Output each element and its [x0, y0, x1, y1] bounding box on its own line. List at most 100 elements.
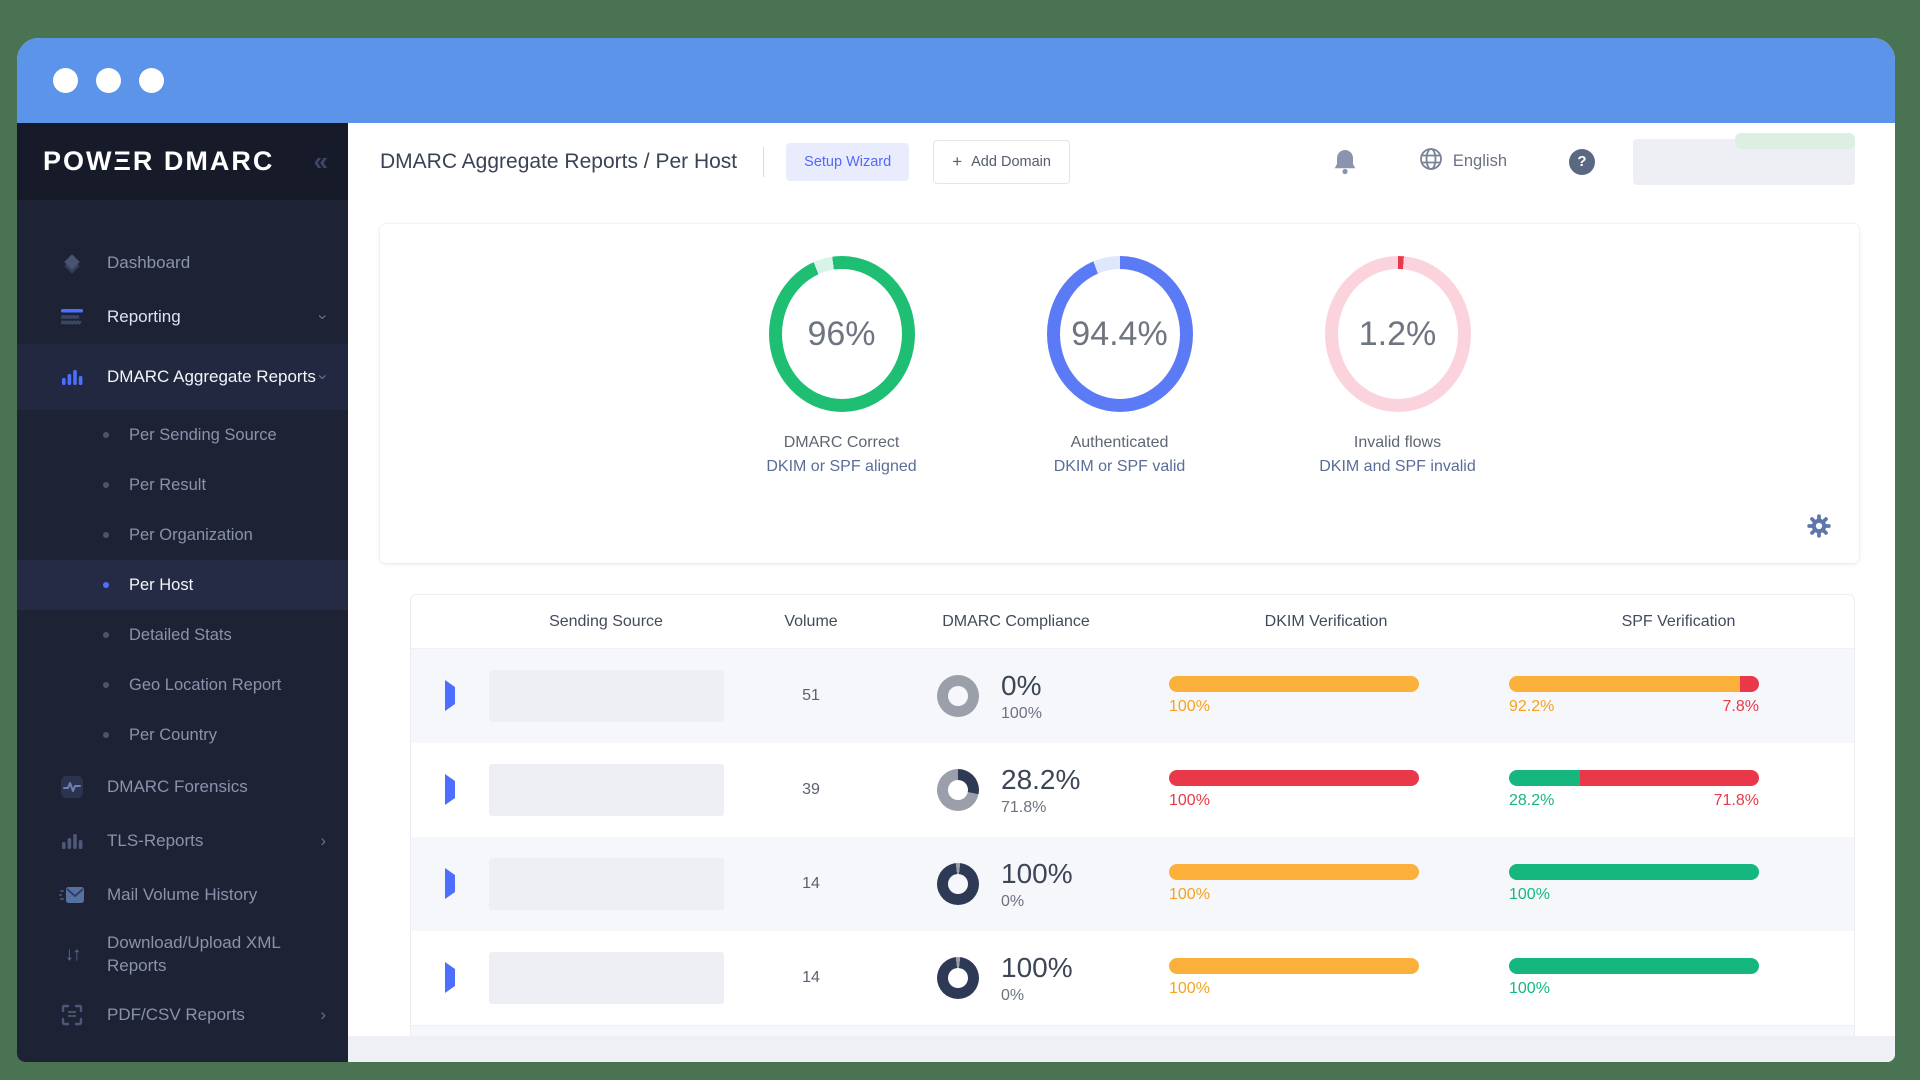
compliance-main-value: 0% — [1001, 669, 1042, 701]
sidebar-item-label: Mail Volume History — [107, 885, 258, 904]
volume-value: 39 — [802, 781, 820, 798]
summary-card: 96% DMARC Correct DKIM or SPF aligned 94… — [380, 224, 1859, 563]
sending-source-cell — [471, 952, 741, 1004]
notifications-bell-icon[interactable] — [1333, 149, 1357, 175]
dashboard-icon — [59, 252, 85, 274]
expand-cell — [411, 680, 471, 711]
dmarc-compliance-cell: 28.2% 71.8% — [881, 764, 1151, 817]
sidebar-item-per-country[interactable]: Per Country — [17, 710, 348, 760]
column-header: Sending Source — [549, 612, 663, 630]
sidebar: POWΞR DMARC « Dashboard Reporting › — [17, 123, 348, 1062]
divider — [763, 146, 765, 177]
forensics-pulse-icon — [59, 775, 85, 799]
sidebar-item-detailed-stats[interactable]: Detailed Stats — [17, 610, 348, 660]
sidebar-item-dmarc-forensics[interactable]: DMARC Forensics — [17, 760, 348, 814]
sending-source-redacted — [488, 764, 724, 816]
donut-value: 1.2% — [1358, 314, 1437, 353]
dkim-bar-label: 100% — [1169, 980, 1210, 997]
expand-row-button[interactable] — [445, 680, 455, 711]
sidebar-item-dashboard[interactable]: Dashboard — [17, 236, 348, 290]
volume-value: 51 — [802, 687, 820, 704]
spf-bar-labels: 100% — [1509, 886, 1759, 904]
expand-row-button[interactable] — [445, 868, 455, 899]
chevron-right-icon: › — [320, 1005, 326, 1024]
compliance-donut — [937, 957, 979, 999]
window-control-dot[interactable] — [53, 68, 78, 93]
table-header-row: Sending Source Volume DMARC Compliance D… — [411, 595, 1854, 649]
compliance-sub-value: 100% — [1001, 704, 1042, 722]
sidebar-item-per-organization[interactable]: Per Organization — [17, 510, 348, 560]
donut-sublabel: DKIM or SPF valid — [1053, 458, 1186, 475]
settings-gear-icon[interactable] — [1805, 512, 1833, 543]
dkim-bar-segment — [1169, 958, 1419, 974]
expand-row-button[interactable] — [445, 962, 455, 993]
sidebar-item-reporting[interactable]: Reporting › — [17, 290, 348, 344]
sidebar-item-per-result[interactable]: Per Result — [17, 460, 348, 510]
compliance-values: 100% 0% — [1001, 858, 1073, 911]
dkim-bar-label: 100% — [1169, 886, 1210, 903]
sidebar-item-download-upload-xml-reports[interactable]: ↓↑ Download/Upload XML Reports — [17, 922, 348, 988]
bullet-icon — [103, 482, 109, 488]
window-control-dot[interactable] — [96, 68, 121, 93]
sending-source-cell — [471, 670, 741, 722]
spf-bar-label: 100% — [1509, 886, 1550, 903]
sidebar-item-geo-location-report[interactable]: Geo Location Report — [17, 660, 348, 710]
sidebar-item-mail-volume-history[interactable]: Mail Volume History — [17, 868, 348, 922]
globe-icon — [1419, 147, 1443, 176]
sidebar-item-tls-reports[interactable]: TLS-Reports › — [17, 814, 348, 868]
dkim-bar — [1169, 676, 1419, 692]
compliance-main-value: 100% — [1001, 951, 1073, 983]
table-row: 14 100% 0% 100% 100% — [411, 931, 1854, 1025]
spf-bar-segment — [1509, 676, 1740, 692]
spf-bar-labels: 100% — [1509, 980, 1759, 998]
bullet-icon — [103, 532, 109, 538]
dmarc-compliance-cell: 100% 0% — [881, 858, 1151, 911]
compliance-donut — [937, 863, 979, 905]
spf-cell: 92.2% 7.8% — [1501, 676, 1854, 716]
table-row: 14 100% 0% 100% 100% — [411, 837, 1854, 931]
spf-bar-label: 7.8% — [1722, 698, 1759, 715]
sidebar-item-label: Reporting — [107, 307, 181, 326]
compliance-sub-value: 0% — [1001, 892, 1025, 910]
compliance-sub-value: 0% — [1001, 986, 1025, 1004]
sidebar-item-per-host[interactable]: Per Host — [17, 560, 348, 610]
dkim-bar — [1169, 770, 1419, 786]
sidebar-item-pdf-csv-reports[interactable]: PDF/CSV Reports › — [17, 988, 348, 1042]
expand-row-button[interactable] — [445, 774, 455, 805]
donut-sublabel: DKIM and SPF invalid — [1319, 458, 1476, 475]
compliance-sub-value: 71.8% — [1001, 798, 1047, 816]
sidebar-item-dmarc-aggregate-reports[interactable]: DMARC Aggregate Reports › — [17, 344, 348, 410]
sending-source-cell — [471, 764, 741, 816]
plus-icon: + — [952, 151, 963, 171]
setup-wizard-button[interactable]: Setup Wizard — [786, 142, 910, 181]
dkim-cell: 100% — [1151, 676, 1501, 716]
add-domain-button[interactable]: + Add Domain — [933, 139, 1070, 184]
dkim-bar — [1169, 864, 1419, 880]
spf-bar-label: 71.8% — [1713, 792, 1759, 809]
footer-strip — [348, 1036, 1895, 1062]
dmarc-compliance-cell: 0% 100% — [881, 670, 1151, 723]
sidebar-item-label: Per Result — [129, 475, 207, 494]
dkim-bar-labels: 100% — [1169, 886, 1419, 904]
compliance-values: 0% 100% — [1001, 670, 1042, 723]
sidebar-collapse-icon[interactable]: « — [313, 146, 328, 176]
spf-bar — [1509, 958, 1759, 974]
compliance-values: 28.2% 71.8% — [1001, 764, 1080, 817]
window-control-dot[interactable] — [139, 68, 164, 93]
spf-bar-segment — [1579, 770, 1759, 786]
compliance-main-value: 100% — [1001, 857, 1073, 889]
user-account-area[interactable] — [1633, 132, 1855, 185]
sending-source-cell — [471, 858, 741, 910]
compliance-donut — [937, 769, 979, 811]
language-selector[interactable]: English — [1419, 147, 1507, 176]
sidebar-item-per-sending-source[interactable]: Per Sending Source — [17, 410, 348, 460]
spf-cell: 100% — [1501, 864, 1854, 904]
help-icon[interactable]: ? — [1569, 148, 1595, 175]
spf-bar-label: 28.2% — [1509, 792, 1555, 809]
sidebar-item-label: DMARC Aggregate Reports — [107, 366, 316, 386]
bullet-icon — [103, 432, 109, 438]
bullet-icon — [103, 732, 109, 738]
spf-bar-segment — [1509, 958, 1759, 974]
powerdmarc-logo: POWΞR DMARC — [43, 146, 275, 176]
spf-bar — [1509, 676, 1759, 692]
